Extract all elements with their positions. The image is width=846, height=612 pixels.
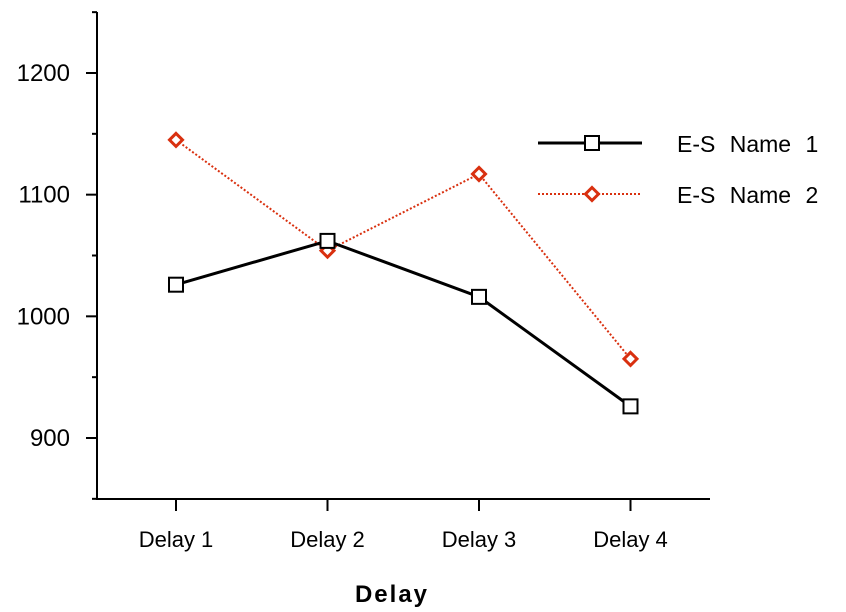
x-axis-title: Delay [355,581,429,608]
y-tick-label: 1000 [17,303,70,330]
y-ticks: 900 1000 1100 1200 [17,11,97,500]
data-point [622,398,639,415]
data-point [168,276,184,293]
data-point [319,232,336,249]
legend-marker [583,185,601,203]
x-ticks: Delay 1 Delay 2 Delay 3 Delay 4 [139,499,668,552]
series-2 [167,131,640,368]
data-point [621,350,640,368]
data-point [167,131,185,149]
legend-item: E-S Name 2 [538,182,818,208]
x-tick-label: Delay 1 [139,527,214,552]
y-tick-label: 1200 [17,60,70,87]
y-tick-label: 900 [30,425,70,452]
series-line [175,139,632,360]
legend: E-S Name 1 E-S Name 2 [538,131,818,208]
legend-label: E-S Name 2 [677,182,818,208]
x-tick-label: Delay 2 [290,527,365,552]
legend-item: E-S Name 1 [538,131,818,157]
data-point [470,165,488,183]
series-layer [167,131,640,415]
series-line [175,239,632,408]
x-tick-label: Delay 4 [593,527,668,552]
x-tick-label: Delay 3 [442,527,517,552]
legend-label: E-S Name 1 [677,131,818,157]
y-tick-label: 1100 [18,182,70,209]
data-point [471,288,487,305]
legend-marker [584,135,600,151]
series-1 [168,232,639,415]
axes [96,12,710,500]
